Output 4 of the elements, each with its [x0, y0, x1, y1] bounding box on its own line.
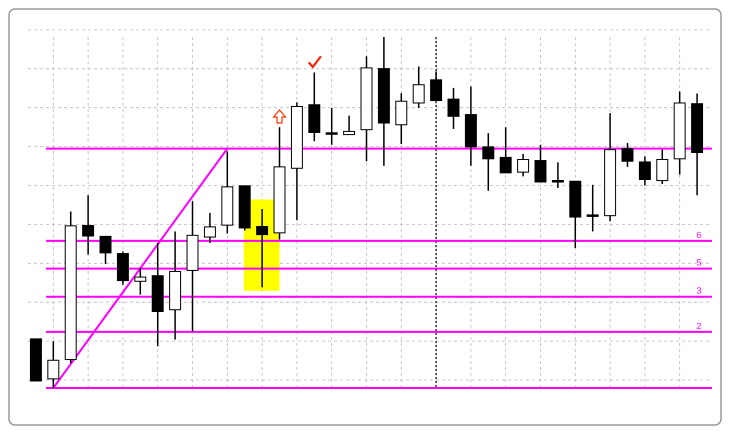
annotation: 2: [696, 320, 702, 331]
annotation: 6: [696, 230, 702, 240]
annotation: 3: [696, 286, 702, 296]
annotation: 5: [696, 258, 702, 268]
